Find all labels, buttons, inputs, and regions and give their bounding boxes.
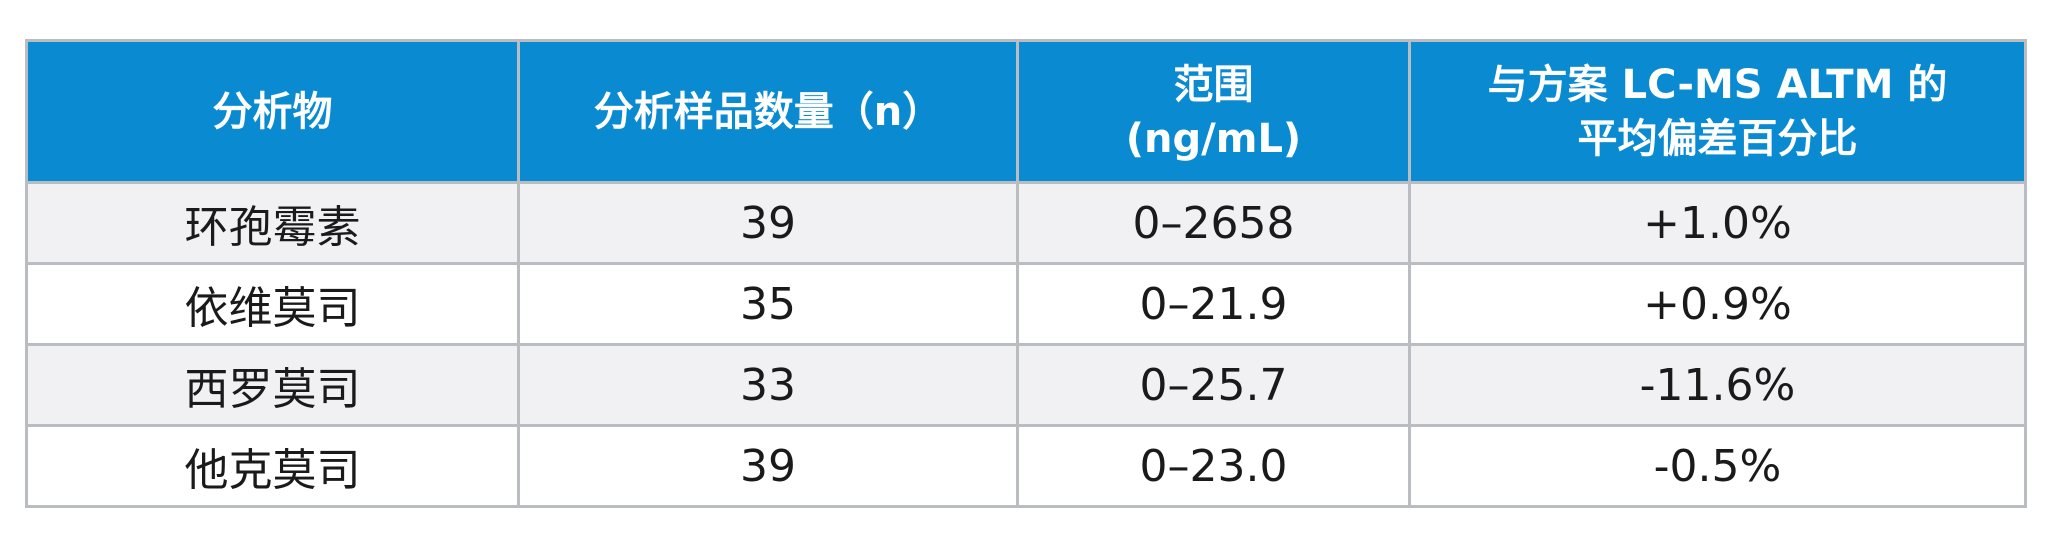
table-row: 西罗莫司 33 0–25.7 -11.6% [25,343,2027,427]
cell-sample-count: 33 [517,343,1019,427]
header-range-line2: (ng/mL) [1125,115,1302,162]
table-row: 依维莫司 35 0–21.9 +0.9% [25,262,2027,346]
cell-range: 0–23.0 [1016,424,1411,508]
cell-range: 0–21.9 [1016,262,1411,346]
cell-sample-count: 39 [517,424,1019,508]
cell-analyte: 他克莫司 [25,424,520,508]
table-row: 他克莫司 39 0–23.0 -0.5% [25,424,2027,508]
header-bias-line2: 平均偏差百分比 [1577,115,1858,162]
cell-analyte: 依维莫司 [25,262,520,346]
cell-bias: -11.6% [1408,343,2027,427]
cell-analyte: 环孢霉素 [25,181,520,265]
cell-range: 0–2658 [1016,181,1411,265]
cell-bias: -0.5% [1408,424,2027,508]
cell-range: 0–25.7 [1016,343,1411,427]
cell-sample-count: 35 [517,262,1019,346]
cell-sample-count: 39 [517,181,1019,265]
header-row: 分析物 分析样品数量（n） 范围 (ng/mL) 与方案 LC-MS ALTM … [25,39,2027,184]
header-analyte: 分析物 [25,39,520,184]
results-table: 分析物 分析样品数量（n） 范围 (ng/mL) 与方案 LC-MS ALTM … [25,39,2027,508]
header-bias: 与方案 LC-MS ALTM 的 平均偏差百分比 [1408,39,2027,184]
header-bias-line1: 与方案 LC-MS ALTM 的 [1487,61,1948,108]
header-sample-count: 分析样品数量（n） [517,39,1019,184]
results-table-container: 分析物 分析样品数量（n） 范围 (ng/mL) 与方案 LC-MS ALTM … [25,39,2027,508]
header-range-line1: 范围 [1173,61,1254,108]
cell-bias: +0.9% [1408,262,2027,346]
cell-analyte: 西罗莫司 [25,343,520,427]
cell-bias: +1.0% [1408,181,2027,265]
table-row: 环孢霉素 39 0–2658 +1.0% [25,181,2027,265]
header-range: 范围 (ng/mL) [1016,39,1411,184]
